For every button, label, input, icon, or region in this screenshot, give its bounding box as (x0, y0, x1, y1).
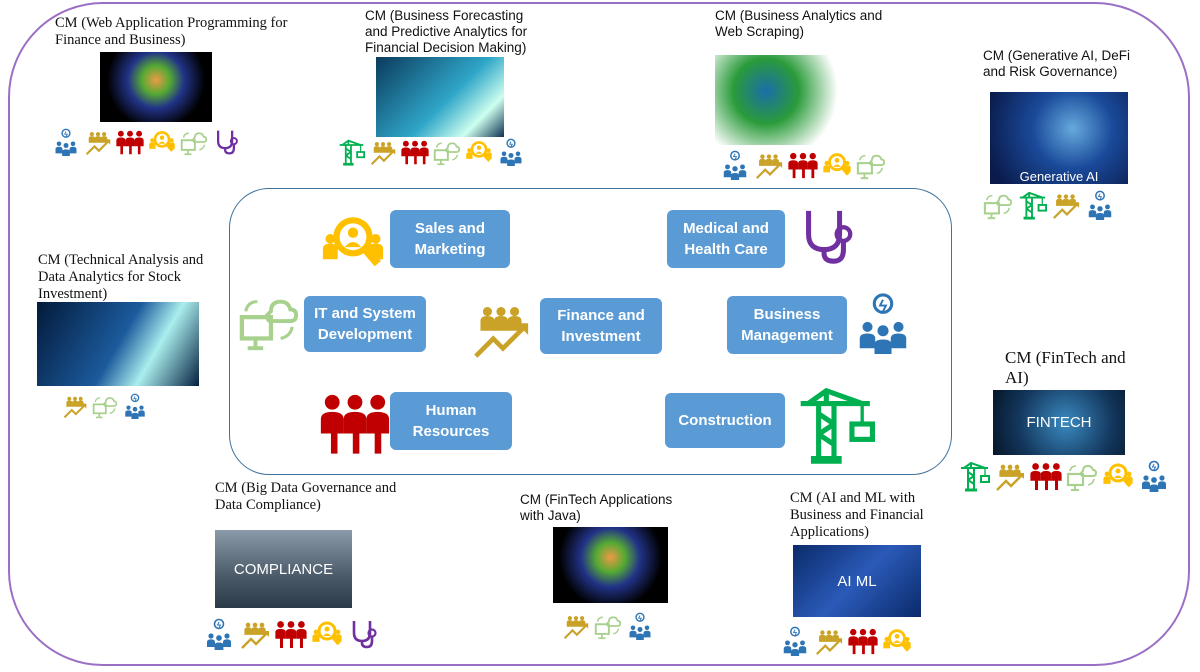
monitor-cloud-icon (180, 128, 208, 156)
module-title: CM (Web Application Programming for Fina… (55, 15, 288, 48)
category-label: Sales and Marketing (414, 220, 486, 258)
module-title: CM (Big Data Governance and Data Complia… (215, 480, 397, 513)
people-group-icon (320, 388, 390, 463)
team-lightbulb-icon (203, 618, 235, 650)
monitor-cloud-icon (1066, 460, 1098, 492)
module-category-icons (337, 138, 525, 166)
module-category-icons (780, 626, 912, 656)
category-med: Medical and Health Care (667, 210, 785, 268)
sales-magnifier-icon (822, 150, 852, 180)
crane-icon (1017, 190, 1047, 220)
module-category-icons (720, 150, 886, 180)
module-category-icons (52, 128, 240, 156)
module-image (37, 302, 199, 386)
people-growth-icon (369, 138, 397, 166)
team-lightbulb-icon (852, 292, 914, 359)
module-title: CM (Business Analytics and Web Scraping) (715, 8, 883, 39)
team-lightbulb-icon (122, 393, 148, 419)
module-category-icons (983, 190, 1115, 220)
module-title: CM (FinTech Applications with Java) (520, 492, 673, 523)
monitor-cloud-icon (856, 150, 886, 180)
image-caption: AI ML (837, 572, 877, 590)
category-label: Finance and Investment (557, 307, 645, 345)
team-lightbulb-icon (1085, 190, 1115, 220)
module-title: CM (AI and ML with Business and Financia… (790, 490, 924, 540)
monitor-cloud-icon (238, 290, 300, 357)
people-growth-icon (814, 626, 844, 656)
module-category-icons (62, 393, 148, 419)
module-category-icons (203, 618, 379, 650)
module-image (100, 52, 212, 122)
module-image: FINTECH (993, 390, 1125, 455)
category-it: IT and System Development (304, 296, 426, 352)
module-image: COMPLIANCE (215, 530, 352, 608)
people-group-icon (1030, 460, 1062, 492)
people-growth-icon (994, 460, 1026, 492)
category-label: IT and System Development (314, 305, 416, 343)
crane-icon (337, 138, 365, 166)
people-growth-icon (62, 393, 88, 419)
people-growth-icon (84, 128, 112, 156)
people-group-icon (275, 618, 307, 650)
team-lightbulb-icon (780, 626, 810, 656)
people-group-icon (788, 150, 818, 180)
sales-magnifier-icon (320, 210, 386, 281)
people-group-icon (116, 128, 144, 156)
module-image: Generative AI (990, 92, 1128, 184)
sales-magnifier-icon (311, 618, 343, 650)
team-lightbulb-icon (626, 612, 654, 640)
people-growth-icon (754, 150, 784, 180)
category-hr: Human Resources (390, 392, 512, 450)
category-sales: Sales and Marketing (390, 210, 510, 268)
team-lightbulb-icon (720, 150, 750, 180)
module-image (376, 57, 504, 137)
module-category-icons (958, 460, 1170, 492)
team-lightbulb-icon (497, 138, 525, 166)
module-image (553, 527, 668, 603)
sales-magnifier-icon (1102, 460, 1134, 492)
sales-magnifier-icon (148, 128, 176, 156)
module-category-icons (562, 612, 654, 640)
people-growth-icon (562, 612, 590, 640)
stethoscope-icon (795, 205, 857, 272)
team-lightbulb-icon (52, 128, 80, 156)
stethoscope-icon (347, 618, 379, 650)
outer-boundary (8, 2, 1190, 666)
module-image (715, 55, 885, 145)
module-title: CM (Generative AI, DeFi and Risk Governa… (983, 48, 1131, 79)
image-caption: FINTECH (1026, 414, 1092, 431)
monitor-cloud-icon (92, 393, 118, 419)
monitor-cloud-icon (594, 612, 622, 640)
sales-magnifier-icon (882, 626, 912, 656)
people-group-icon (401, 138, 429, 166)
sales-magnifier-icon (465, 138, 493, 166)
stethoscope-icon (212, 128, 240, 156)
category-label: Medical and Health Care (683, 220, 769, 258)
crane-icon (958, 460, 990, 492)
category-mgmt: Business Management (727, 296, 847, 354)
category-panel (229, 188, 952, 475)
people-growth-icon (239, 618, 271, 650)
category-fin: Finance and Investment (540, 298, 662, 354)
image-caption: Generative AI (1019, 169, 1099, 184)
category-con: Construction (665, 393, 785, 448)
people-group-icon (848, 626, 878, 656)
module-title: CM (Business Forecasting and Predictive … (365, 8, 528, 55)
image-caption: COMPLIANCE (233, 560, 334, 578)
module-image: AI ML (793, 545, 921, 617)
category-label: Human Resources (412, 402, 490, 440)
people-growth-icon (1051, 190, 1081, 220)
team-lightbulb-icon (1138, 460, 1170, 492)
people-growth-icon (470, 298, 532, 365)
module-title: CM (FinTech and AI) (1005, 348, 1126, 387)
module-title: CM (Technical Analysis and Data Analytic… (38, 252, 204, 302)
category-label: Business Management (741, 306, 833, 344)
monitor-cloud-icon (983, 190, 1013, 220)
category-label: Construction (678, 412, 772, 429)
monitor-cloud-icon (433, 138, 461, 166)
crane-icon (793, 383, 875, 470)
